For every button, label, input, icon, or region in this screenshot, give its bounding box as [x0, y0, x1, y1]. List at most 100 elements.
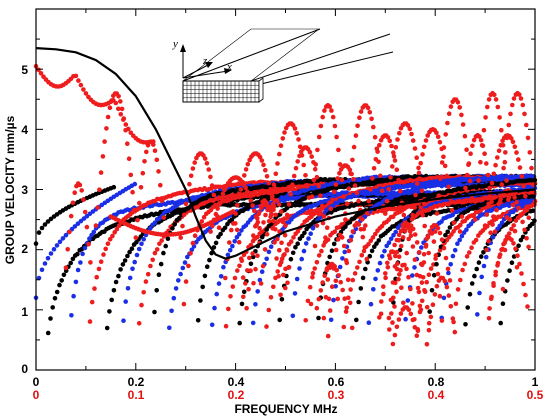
data-point-4081	[319, 203, 325, 209]
data-point-3756	[36, 67, 41, 73]
data-point-4290	[512, 228, 518, 234]
data-point-1175	[152, 309, 157, 315]
data-point-3976	[390, 164, 395, 169]
data-point-4259	[398, 243, 404, 249]
data-point-823	[141, 237, 146, 242]
data-point-4062	[286, 202, 292, 207]
data-point-4390	[526, 244, 531, 250]
data-point-4362	[273, 212, 278, 218]
data-point-3999	[439, 160, 445, 165]
data-point-4227	[356, 198, 361, 204]
data-point-4373	[492, 214, 497, 220]
data-point-3771	[73, 73, 79, 79]
data-point-2367	[288, 239, 294, 244]
data-point-4145	[480, 143, 486, 149]
data-point-4105	[401, 212, 407, 218]
data-point-217	[69, 313, 74, 318]
data-point-4136	[464, 172, 470, 178]
data-point-1823	[225, 252, 231, 258]
data-point-3839	[130, 189, 135, 195]
data-point-4462	[390, 341, 396, 347]
data-point-4018	[472, 217, 478, 222]
data-point-2104	[250, 254, 256, 260]
data-point-4232	[243, 281, 248, 286]
data-point-1351	[180, 265, 186, 271]
data-point-1	[48, 316, 53, 321]
data-point-4439	[424, 341, 430, 347]
data-point-3681	[505, 278, 510, 283]
data-point-4103	[398, 188, 403, 194]
data-point-2994	[352, 271, 358, 276]
data-point-4424	[258, 281, 264, 286]
data-point-2487	[302, 230, 307, 236]
data-point-3876	[208, 174, 213, 180]
data-point-3913	[282, 130, 287, 135]
data-point-1353	[185, 254, 190, 260]
data-point-221	[78, 260, 83, 265]
data-point-3157	[371, 287, 376, 292]
data-point-4010	[459, 112, 464, 118]
data-point-4326	[412, 205, 418, 210]
data-point-1002	[145, 271, 151, 277]
data-point-4031	[495, 104, 501, 110]
data-point-4307	[250, 251, 255, 256]
data-point-4110	[414, 181, 420, 186]
data-point-4170	[512, 144, 518, 149]
data-point-3427	[428, 266, 434, 271]
data-point-1349	[176, 278, 181, 283]
data-point-1350	[178, 271, 183, 277]
data-point-1517	[201, 214, 207, 220]
data-point-3159	[375, 268, 381, 273]
data-point-3838	[128, 172, 134, 178]
data-point-3571	[469, 245, 474, 250]
data-point-1669	[204, 264, 210, 270]
data-point-4406	[491, 283, 496, 289]
data-point-4386	[518, 212, 523, 217]
data-point-3978	[393, 145, 399, 150]
data-point-3774	[81, 87, 86, 92]
data-point-4363	[275, 219, 280, 225]
data-point-4183	[215, 206, 220, 211]
data-point-4098	[389, 143, 394, 149]
data-point-4177	[524, 204, 530, 210]
data-point-814	[121, 318, 126, 324]
data-point-3935	[320, 114, 326, 120]
data-point-4517	[381, 284, 386, 289]
data-point-436	[114, 226, 120, 232]
data-point-2484	[295, 241, 301, 246]
data-point-4078	[314, 174, 320, 180]
data-point-3730	[60, 236, 66, 241]
data-point-4550	[356, 222, 362, 227]
data-point-4319	[274, 256, 279, 261]
data-point-4451	[448, 304, 454, 309]
data-point-3921	[296, 137, 301, 142]
data-point-4131	[451, 220, 457, 225]
data-point-1509	[183, 279, 189, 284]
data-point-4425	[260, 263, 266, 269]
cross-section-grid	[183, 81, 259, 102]
data-point-2711	[332, 229, 338, 234]
data-point-4305	[246, 286, 251, 292]
data-point-2110	[264, 227, 270, 232]
data-point-4370	[486, 238, 491, 244]
y-tick-label-3: 3	[21, 183, 28, 197]
data-point-4064	[290, 182, 295, 187]
data-point-4148	[485, 172, 491, 178]
data-point-3815	[84, 224, 90, 230]
data-point-3002	[370, 235, 376, 240]
data-point-2477	[279, 297, 285, 302]
data-point-1672	[211, 245, 217, 250]
data-point-4391	[415, 328, 421, 334]
data-point-4035	[502, 159, 508, 165]
data-point-4527	[401, 300, 406, 306]
data-point-3076	[356, 299, 361, 305]
data-point-3230	[378, 311, 384, 317]
data-point-2698	[303, 318, 309, 323]
data-point-3573	[473, 237, 479, 243]
data-point-4296	[398, 267, 403, 273]
data-point-3788	[116, 106, 121, 112]
data-point-4453	[452, 329, 458, 335]
data-point-4016	[469, 195, 475, 201]
data-point-4100	[392, 158, 398, 163]
data-point-1828	[236, 232, 242, 237]
